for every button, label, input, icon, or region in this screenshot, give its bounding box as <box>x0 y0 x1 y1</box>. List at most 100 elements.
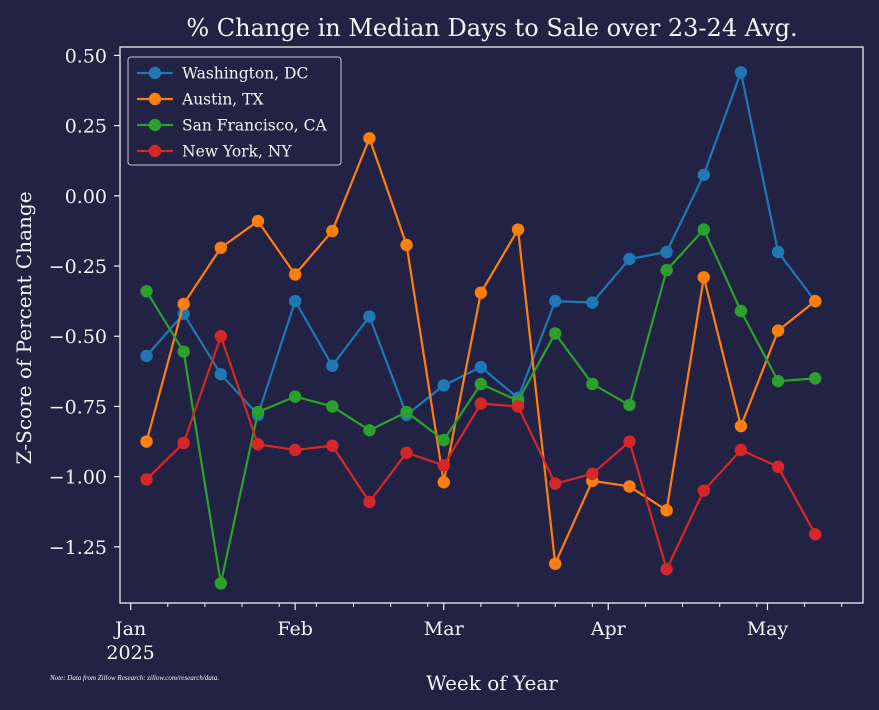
data-point <box>140 473 153 486</box>
data-point <box>288 390 302 403</box>
data-point <box>548 294 562 308</box>
x-tick-label: May <box>747 618 789 640</box>
x-tick-sublabel: 2025 <box>106 642 154 664</box>
data-point <box>400 446 413 459</box>
data-point <box>363 310 376 323</box>
data-point <box>809 528 822 541</box>
data-point <box>400 405 413 419</box>
data-point <box>474 360 488 374</box>
data-point <box>623 398 636 412</box>
data-point <box>697 484 710 497</box>
data-point <box>177 436 190 450</box>
data-point <box>400 238 413 252</box>
data-point <box>660 245 673 259</box>
y-tick-label: −0.25 <box>49 256 107 278</box>
data-point <box>697 271 710 284</box>
data-point <box>697 223 710 236</box>
data-point <box>288 268 302 281</box>
data-point <box>214 577 228 590</box>
data-point <box>437 476 450 489</box>
data-point <box>214 241 228 254</box>
data-point <box>809 372 822 385</box>
data-point <box>251 214 265 228</box>
legend-marker <box>148 144 162 158</box>
data-point <box>140 349 153 363</box>
legend-label: Austin, TX <box>181 91 264 109</box>
data-point <box>809 294 822 308</box>
data-point <box>288 443 302 457</box>
data-point <box>771 374 785 388</box>
x-tick-label: Feb <box>277 618 313 640</box>
data-point <box>586 296 599 309</box>
y-tick-label: −0.50 <box>49 326 107 348</box>
data-point <box>326 359 339 372</box>
series-austin-tx <box>140 132 822 570</box>
y-tick-label: −0.75 <box>49 396 107 418</box>
data-point <box>251 405 265 419</box>
data-point <box>771 324 785 337</box>
data-point <box>437 459 450 472</box>
legend-marker <box>148 66 162 80</box>
data-point <box>660 563 673 576</box>
data-point <box>734 66 748 79</box>
plot-frame <box>119 46 864 604</box>
data-point <box>474 286 488 299</box>
data-point <box>363 132 376 145</box>
data-point <box>548 327 562 340</box>
y-tick-label: 0.50 <box>65 45 107 67</box>
data-point <box>474 397 488 410</box>
data-point <box>734 443 748 457</box>
data-point <box>214 367 228 381</box>
data-point <box>548 477 562 490</box>
data-point <box>734 419 748 433</box>
data-point <box>326 400 339 413</box>
data-point <box>623 480 636 493</box>
legend-label: Washington, DC <box>182 65 308 83</box>
legend-box <box>127 56 342 166</box>
data-point <box>623 435 636 448</box>
data-point <box>140 435 153 448</box>
data-point <box>586 377 599 391</box>
data-point <box>140 285 153 298</box>
data-point <box>251 438 265 451</box>
data-point <box>734 304 748 318</box>
data-point <box>623 252 636 266</box>
data-point <box>214 330 228 343</box>
data-point <box>771 245 785 259</box>
series-new-york-ny <box>140 330 822 576</box>
data-point <box>511 223 525 236</box>
data-point <box>177 297 190 311</box>
plot-area: 0.50 0.25 0.00 −0.25 −0.50 −0.75 −1.00 −1.25 Jan… <box>49 45 864 664</box>
x-tick-label: Jan <box>113 618 146 640</box>
data-point <box>363 424 376 437</box>
data-point <box>326 439 339 452</box>
data-point <box>437 379 450 392</box>
chart-title: % Change in Median Days to Sale over 23-… <box>186 14 797 42</box>
x-tick-label: Apr <box>590 618 627 640</box>
y-tick-label: −1.00 <box>49 467 107 489</box>
data-point <box>660 264 673 277</box>
data-point <box>586 467 599 481</box>
data-point <box>437 433 450 447</box>
legend-marker <box>148 92 162 106</box>
data-point <box>177 345 190 358</box>
legend-label: San Francisco, CA <box>182 117 327 135</box>
data-point <box>326 224 339 238</box>
legend-marker <box>148 118 162 132</box>
y-tick-label: 0.25 <box>65 116 107 138</box>
data-point <box>288 294 302 308</box>
data-point <box>660 504 673 517</box>
legend-label: New York, NY <box>182 143 292 161</box>
data-point <box>363 495 376 509</box>
legend: Washington, DC Austin, TX San Francisco, C… <box>127 56 342 166</box>
source-note: Note: Data from Zillow Research: zillow.… <box>49 674 219 682</box>
data-point <box>771 460 785 474</box>
y-tick-label: 0.00 <box>65 186 107 208</box>
data-point <box>474 377 488 391</box>
data-point <box>511 400 525 413</box>
x-tick-label: Mar <box>424 618 465 640</box>
y-tick-label: −1.25 <box>49 537 107 559</box>
data-point <box>697 168 710 181</box>
y-axis-label: Z-Score of Percent Change <box>12 191 36 464</box>
